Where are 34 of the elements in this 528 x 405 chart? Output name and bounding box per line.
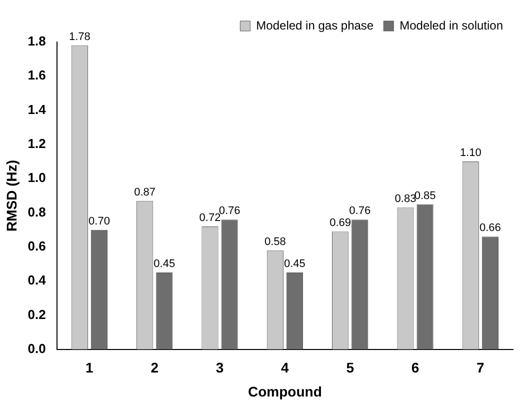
data-label: 0.58 [264,236,286,248]
data-label: 0.83 [394,193,416,206]
y-tick-label: 1.0 [28,170,46,186]
y-tick-label: 1.4 [28,102,47,117]
legend-label: Modeled in gas phase [256,18,374,32]
y-axis-title: RMSD (Hz) [3,160,20,232]
y-tick-label: 1.6 [28,68,46,83]
y-tick-label: 0.8 [28,204,46,220]
y-tick-label: 1.8 [28,34,46,49]
data-label: 0.45 [284,258,306,270]
data-label: 1.78 [68,30,90,43]
x-axis-title: Compound [248,383,322,400]
data-label: 0.72 [199,212,221,224]
data-label: 0.66 [479,222,501,234]
y-tick-label: 0.2 [28,306,46,322]
y-tick-label: 0.6 [28,238,46,254]
x-tick-label: 3 [216,360,224,376]
x-tick-label: 1 [86,360,94,376]
x-tick-label: 4 [281,360,290,376]
y-tick-label: 0.4 [28,272,47,288]
y-tick-label: 0.0 [28,340,46,356]
data-label: 0.70 [88,215,110,228]
x-tick-label: 6 [411,360,420,376]
data-label: 1.10 [460,147,482,160]
data-label: 0.87 [134,186,156,198]
data-label: 0.69 [330,217,352,230]
data-label: 0.76 [349,205,371,218]
y-tick-label: 1.2 [28,136,46,152]
x-tick-label: 2 [150,360,159,376]
x-tick-label: 5 [346,360,354,376]
legend-label: Modeled in solution [400,18,504,32]
data-label: 0.45 [154,258,176,270]
data-label: 0.76 [218,205,240,218]
x-tick-label: 7 [476,360,485,376]
